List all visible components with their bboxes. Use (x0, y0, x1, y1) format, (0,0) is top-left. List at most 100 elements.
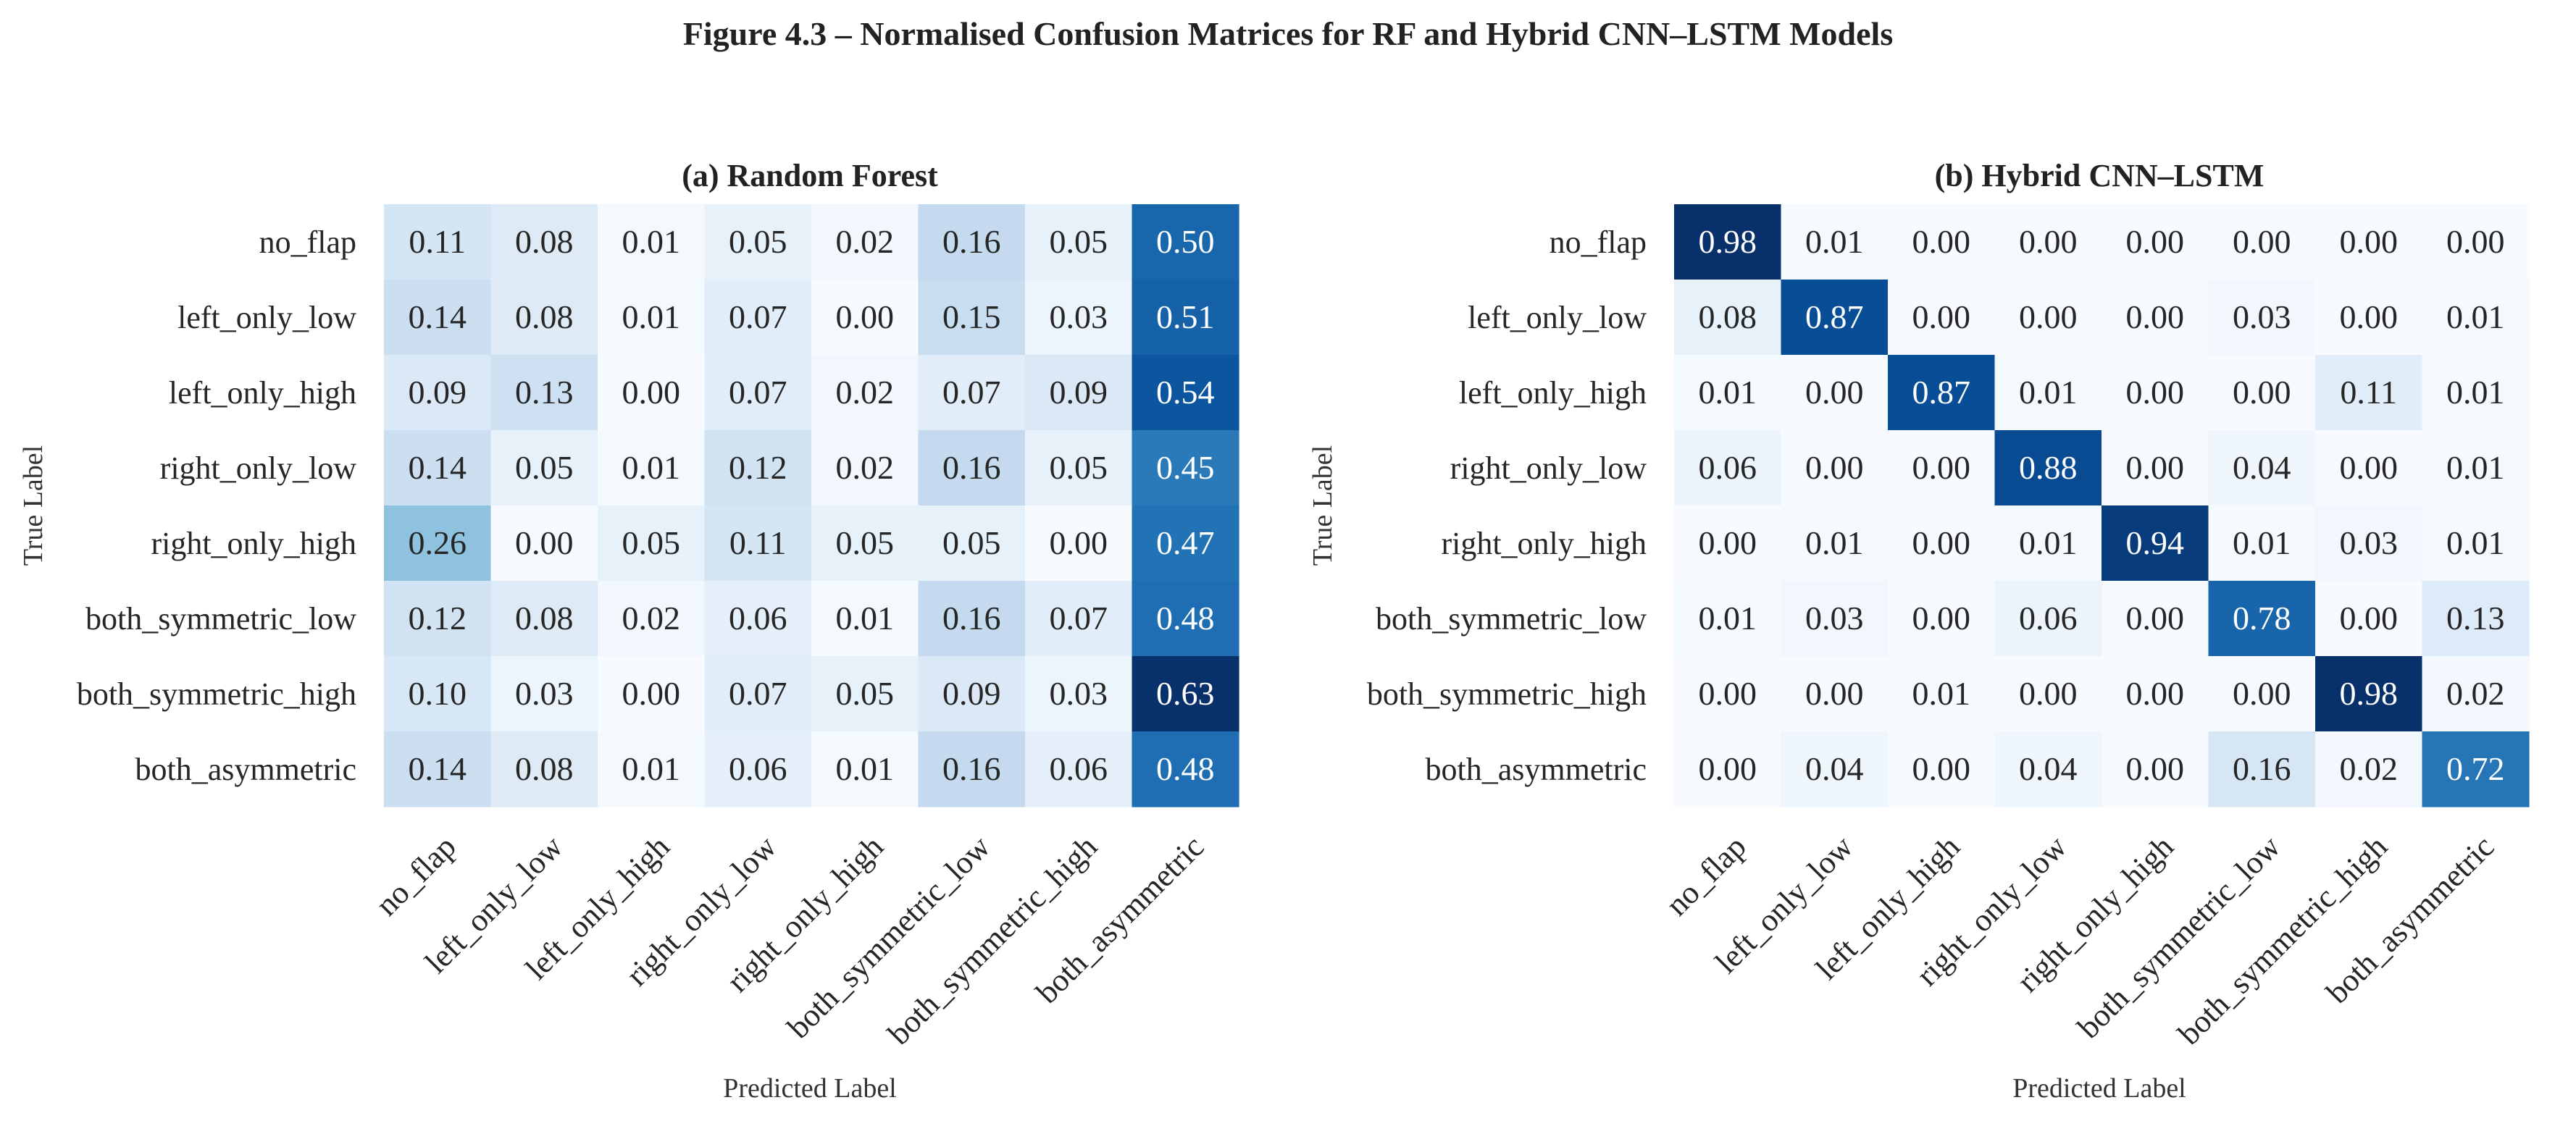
y-tick-label-both-symmetric-high: both_symmetric_high (77, 676, 356, 712)
cell-value-label-r5-c1: 0.03 (1805, 600, 1864, 637)
heatmap-cell-r2-c2 (1888, 355, 1996, 431)
heatmap-cell-r4-c3 (704, 505, 812, 582)
heatmap-cell-r2-c4 (811, 355, 919, 431)
heatmap-cell-r2-c2 (598, 355, 706, 431)
heatmap-cell-r5-c5 (2208, 581, 2316, 657)
cell-value-label-r0-c4: 0.00 (2126, 223, 2185, 260)
heatmap-cell-r6-c2 (1888, 656, 1996, 732)
cell-value-label-r6-c3: 0.00 (2019, 675, 2078, 712)
heatmap-cell-r3-c7 (2422, 430, 2530, 506)
heatmap-cell-r0-c3 (1994, 204, 2102, 280)
cell-value-label-r1-c7: 0.01 (2446, 298, 2505, 335)
heatmap-cell-r3-c4 (2102, 430, 2209, 506)
heatmap-cell-r0-c5 (918, 204, 1026, 280)
heatmap-cell-r2-c6 (1025, 355, 1133, 431)
heatmap-cell-r6-c1 (490, 656, 598, 732)
heatmap-cell-r3-c4 (811, 430, 919, 506)
cell-value-label-r3-c5: 0.16 (942, 449, 1001, 486)
cell-value-label-r0-c6: 0.00 (2340, 223, 2399, 260)
cell-value-label-r4-c3: 0.01 (2019, 524, 2078, 561)
heatmap-cell-r4-c1 (490, 505, 598, 582)
x-tick-label-both-symmetric-high: both_symmetric_high (881, 828, 1104, 1051)
heatmap-cell-r1-c3 (704, 280, 812, 356)
cell-value-label-r7-c3: 0.06 (729, 750, 787, 787)
heatmap-cell-r3-c5 (918, 430, 1026, 506)
y-tick-label-right-only-low: right_only_low (1450, 450, 1647, 486)
cell-value-label-r3-c0: 0.14 (409, 449, 467, 486)
heatmap-cell-r1-c5 (2208, 280, 2316, 356)
heatmap-panel-random-forest: (a) Random Forest 0.11 0.08 0.01 0.05 0.02 0.… (18, 158, 1239, 1104)
heatmap-cell-r7-c0 (1674, 731, 1782, 807)
cell-value-label-r5-c6: 0.07 (1050, 600, 1108, 637)
cell-value-label-r0-c0: 0.11 (409, 223, 466, 260)
heatmap-cell-r3-c6 (1025, 430, 1133, 506)
y-tick-label-right-only-low: right_only_low (160, 450, 357, 486)
heatmap-cell-r0-c0 (384, 204, 492, 280)
x-tick-label-no-flap: no_flap (369, 828, 463, 923)
heatmap-cell-r3-c3 (704, 430, 812, 506)
cell-value-label-r2-c7: 0.54 (1156, 374, 1215, 411)
cell-value-label-r4-c2: 0.05 (622, 524, 681, 561)
x-tick-label-both-symmetric-low: both_symmetric_low (2070, 828, 2287, 1045)
heatmap-cell-r2-c5 (918, 355, 1026, 431)
cell-value-label-r6-c2: 0.01 (1912, 675, 1971, 712)
cell-value-label-r7-c5: 0.16 (942, 750, 1001, 787)
heatmap-cell-r4-c6 (2315, 505, 2423, 582)
cell-value-label-r7-c2: 0.00 (1912, 750, 1971, 787)
heatmap-cell-r7-c7 (1132, 731, 1239, 807)
heatmap-cell-r4-c4 (811, 505, 919, 582)
cell-value-label-r5-c4: 0.01 (836, 600, 895, 637)
cell-value-label-r2-c0: 0.01 (1699, 374, 1757, 411)
cell-value-label-r5-c1: 0.08 (515, 600, 574, 637)
heatmap-cell-r0-c6 (2315, 204, 2423, 280)
heatmap-cell-r4-c7 (1132, 505, 1239, 582)
cell-value-label-r4-c2: 0.00 (1912, 524, 1971, 561)
cell-value-label-r3-c7: 0.01 (2446, 449, 2505, 486)
heatmap-cell-r0-c0 (1674, 204, 1782, 280)
heatmap-cell-r1-c6 (2315, 280, 2423, 356)
cell-value-label-r5-c0: 0.01 (1699, 600, 1757, 637)
cell-value-label-r3-c4: 0.00 (2126, 449, 2185, 486)
cell-value-label-r7-c3: 0.04 (2019, 750, 2078, 787)
heatmap-cell-r1-c2 (598, 280, 706, 356)
heatmap-cell-r2-c5 (2208, 355, 2316, 431)
heatmap-cell-r7-c2 (1888, 731, 1996, 807)
heatmap-cell-r5-c1 (490, 581, 598, 657)
cell-value-label-r4-c5: 0.01 (2233, 524, 2291, 561)
cell-value-label-r7-c1: 0.04 (1805, 750, 1864, 787)
cell-value-label-r5-c3: 0.06 (729, 600, 787, 637)
cell-value-label-r1-c4: 0.00 (2126, 298, 2185, 335)
heatmap-cell-r4-c6 (1025, 505, 1133, 582)
cell-value-label-r0-c4: 0.02 (836, 223, 895, 260)
y-tick-label-no-flap: no_flap (1550, 224, 1647, 260)
heatmap-cell-r6-c6 (1025, 656, 1133, 732)
cell-value-label-r5-c0: 0.12 (409, 600, 467, 637)
cell-value-label-r0-c0: 0.98 (1699, 223, 1757, 260)
heatmap-cell-r5-c0 (384, 581, 492, 657)
x-tick-label-both-symmetric-low: both_symmetric_low (780, 828, 997, 1045)
cell-value-label-r1-c5: 0.03 (2233, 298, 2291, 335)
cell-value-label-r1-c0: 0.14 (409, 298, 467, 335)
heatmap-cell-r5-c3 (704, 581, 812, 657)
cell-value-label-r7-c6: 0.02 (2340, 750, 2399, 787)
cell-value-label-r5-c2: 0.02 (622, 600, 681, 637)
heatmap-cell-r0-c7 (1132, 204, 1239, 280)
cell-value-label-r1-c1: 0.87 (1805, 298, 1864, 335)
heatmap-panel-hybrid-cnn-lstm: (b) Hybrid CNN–LSTM 0.98 0.01 0.00 0.00 0.00… (1308, 158, 2530, 1104)
heatmap-cell-r6-c7 (2422, 656, 2530, 732)
heatmap-cell-r1-c1 (490, 280, 598, 356)
heatmap-cell-r6-c6 (2315, 656, 2423, 732)
heatmap-cell-r2-c4 (2102, 355, 2209, 431)
heatmap-cell-r5-c0 (1674, 581, 1782, 657)
cell-value-label-r7-c0: 0.14 (409, 750, 467, 787)
cell-value-label-r2-c1: 0.00 (1805, 374, 1864, 411)
cell-value-label-r7-c5: 0.16 (2233, 750, 2291, 787)
heatmap-cell-r2-c7 (1132, 355, 1239, 431)
cell-value-label-r1-c2: 0.00 (1912, 298, 1971, 335)
heatmap-cell-r6-c1 (1781, 656, 1889, 732)
cell-value-label-r2-c4: 0.02 (836, 374, 895, 411)
y-axis-label-random-forest: True Label (18, 445, 49, 566)
cell-value-label-r3-c6: 0.00 (2340, 449, 2399, 486)
cell-value-label-r2-c1: 0.13 (515, 374, 574, 411)
y-tick-labels-hybrid-cnn-lstm: no_flap left_only_low left_only_high right_… (1367, 224, 1647, 787)
